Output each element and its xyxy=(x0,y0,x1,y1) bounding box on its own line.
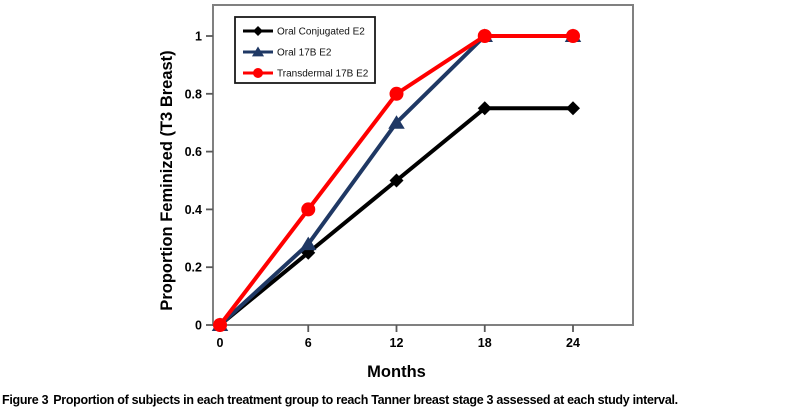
y-tick-label: 0.6 xyxy=(185,145,202,159)
y-tick-label: 1 xyxy=(195,30,202,44)
x-tick-label: 6 xyxy=(305,336,312,350)
data-point-oral-17b-e2 xyxy=(388,115,405,129)
y-axis-title: Proportion Feminized (T3 Breast) xyxy=(158,50,176,310)
legend-circle-icon xyxy=(253,68,263,78)
y-tick-label: 0.8 xyxy=(185,87,202,101)
data-point-transdermal-17b-e2 xyxy=(213,318,227,332)
x-tick-label: 12 xyxy=(390,336,404,350)
data-point-transdermal-17b-e2 xyxy=(301,202,316,217)
legend-label-oral-17b-e2: Oral 17B E2 xyxy=(277,48,332,59)
data-point-oral-17b-e2 xyxy=(300,236,317,251)
x-tick-label: 18 xyxy=(478,336,492,350)
legend-triangle-icon xyxy=(251,46,265,57)
data-point-transdermal-17b-e2 xyxy=(566,29,580,43)
data-point-transdermal-17b-e2 xyxy=(477,29,492,43)
data-point-oral-conjugated-e2 xyxy=(389,173,404,188)
data-point-transdermal-17b-e2 xyxy=(389,86,404,101)
y-tick-label: 0 xyxy=(195,319,202,333)
legend-label-oral-conjugated-e2: Oral Conjugated E2 xyxy=(277,27,365,38)
y-tick-label: 0.2 xyxy=(185,261,202,275)
chart-canvas: 0 0.2 0.4 0.6 0.8 1 0 6 12 18 24 Months Proportion F… xyxy=(158,4,634,381)
legend-diamond-icon xyxy=(253,26,263,36)
figure-caption-text: Proportion of subjects in each treatment… xyxy=(53,393,678,407)
x-axis-title: Months xyxy=(367,363,426,381)
data-point-oral-conjugated-e2 xyxy=(477,101,492,116)
x-tick-label: 24 xyxy=(566,336,580,350)
figure-caption-label: Figure 3 xyxy=(2,393,49,407)
legend-label-transdermal-17b-e2: Transdermal 17B E2 xyxy=(277,69,369,80)
y-tick-label: 0.4 xyxy=(185,203,202,217)
figure-caption: Figure 3 Proportion of subjects in each t… xyxy=(0,390,795,414)
x-tick-label: 0 xyxy=(217,336,224,350)
data-point-oral-conjugated-e2 xyxy=(566,101,580,116)
